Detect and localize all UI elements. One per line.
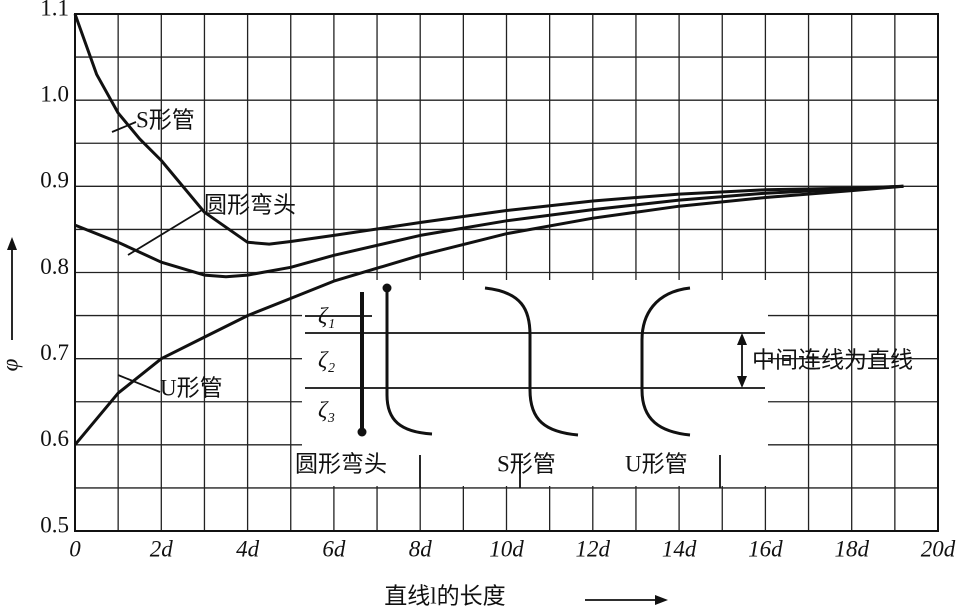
x-tick-label: 20d	[921, 536, 956, 561]
x-tick-label: 12d	[576, 536, 611, 561]
curve	[73, 13, 904, 246]
inset-label: U形管	[625, 451, 688, 476]
inset-dot	[357, 427, 367, 437]
y-axis-label: φ	[0, 358, 22, 371]
inset-s-tube	[484, 286, 579, 437]
axis-arrow-head	[7, 237, 17, 250]
curve	[73, 184, 904, 446]
inset-diagram: ζ₁ ζ₂ ζ₃ 圆形弯头 S形管 U形管 中间连线为直线	[295, 283, 913, 488]
inset-label: 圆形弯头	[295, 451, 387, 476]
x-tick-label: 4d	[236, 536, 260, 561]
inset-label: S形管	[497, 451, 556, 476]
x-tick-label: 8d	[409, 536, 433, 561]
inset-note: 中间连线为直线	[752, 347, 913, 372]
leader-line	[111, 121, 137, 133]
plot-frame	[74, 13, 939, 532]
y-tick-label: 0.7	[40, 340, 69, 365]
y-tick-label: 0.5	[40, 512, 69, 537]
y-tick-label: 0.8	[40, 254, 69, 279]
x-tick-label: 14d	[662, 536, 697, 561]
x-tick-label: 16d	[748, 536, 783, 561]
inset-bend	[385, 288, 433, 436]
x-tick-label: 0	[69, 536, 81, 561]
curve-label: U形管	[160, 375, 223, 400]
inset-zeta: ζ₃	[318, 397, 335, 422]
leader-line	[127, 209, 203, 256]
y-tick-label: 0.9	[40, 168, 69, 193]
x-axis-label: 直线l的长度	[384, 583, 505, 608]
x-tick-label: 10d	[489, 536, 524, 561]
curve-label: 圆形弯头	[204, 192, 296, 217]
inset-zeta: ζ₂	[318, 347, 335, 372]
axis-arrow-head	[655, 595, 668, 605]
y-tick-label: 1.1	[40, 0, 69, 20]
x-tick-label: 18d	[834, 536, 869, 561]
leader-line	[117, 374, 161, 393]
curves	[73, 13, 904, 446]
curve	[74, 184, 904, 279]
y-tick-label: 1.0	[40, 81, 69, 106]
curve-label: S形管	[136, 107, 195, 132]
inset-background	[302, 280, 768, 486]
inset-zeta: ζ₁	[318, 303, 335, 328]
y-tick-label: 0.6	[40, 426, 69, 451]
x-tick-label: 2d	[150, 536, 174, 561]
x-tick-label: 6d	[322, 536, 346, 561]
inset-u-tube	[640, 286, 691, 437]
inset-arrow-head	[737, 333, 747, 388]
